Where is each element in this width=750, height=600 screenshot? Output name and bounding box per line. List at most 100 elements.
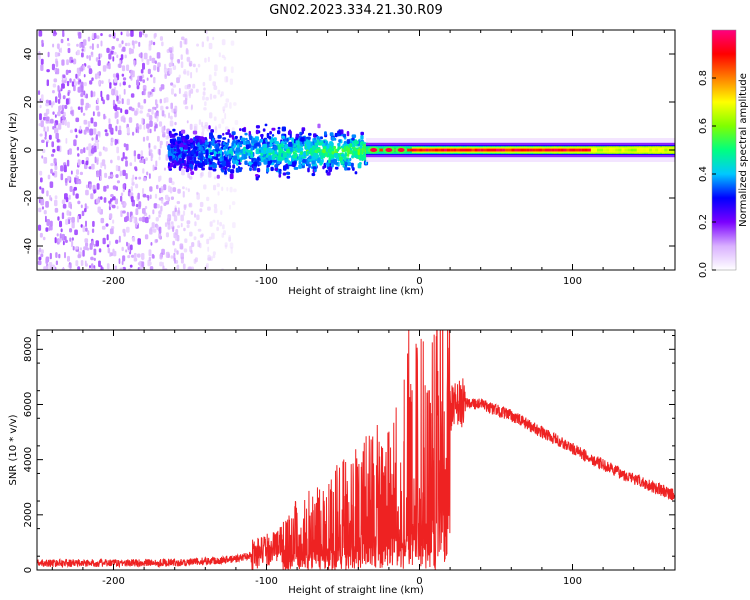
heatmap-cell [97,111,101,117]
heatmap-cell [45,116,50,122]
heatmap-cell [69,262,72,269]
heatmap-cell [50,153,55,157]
heatmap-cell [130,75,133,81]
heatmap-cell [344,140,347,144]
heatmap-cell [346,139,350,144]
heatmap-cell [356,154,359,159]
heatmap-cell [170,255,174,259]
heatmap-cell [308,151,312,155]
heatmap-cell [114,198,118,205]
heatmap-cell [185,167,189,173]
heatmap-cell [425,148,429,152]
heatmap-cell [286,148,291,154]
heatmap-cell [292,151,295,155]
heatmap-cell [45,257,49,264]
heatmap-cell [90,193,94,200]
heatmap-cell [284,144,289,149]
heatmap-cell [218,123,222,129]
heatmap-cell [79,125,82,131]
heatmap-cell [123,231,126,237]
heatmap-cell [114,104,118,112]
heatmap-cell [116,54,119,59]
heatmap-cell [223,66,226,73]
heatmap-cell [360,154,364,159]
heatmap-cell [216,183,220,188]
heatmap-cell [182,191,185,198]
heatmap-cell [56,68,60,75]
heatmap-cell [351,137,355,141]
heatmap-cell [216,139,221,143]
heatmap-cell [207,56,210,63]
heatmap-cell [278,148,283,154]
heatmap-cell [194,135,200,140]
colorbar: 0.0 0.2 0.4 0.6 0.8 Normalized spectral ampl… [698,29,749,278]
heatmap-cell [286,175,291,179]
heatmap-cell [287,160,291,165]
heatmap-cell [167,145,171,151]
heatmap-cell [233,155,238,161]
heatmap-cell [80,148,84,154]
heatmap-cell [172,240,175,246]
heatmap-cell [172,128,176,132]
heatmap-cell [188,156,193,161]
heatmap-cell [93,267,96,270]
heatmap-cell [121,260,124,265]
heatmap-cell [142,136,146,142]
heatmap-cell [148,214,151,220]
heatmap-cell [202,91,206,96]
heatmap-cell [108,78,111,84]
heatmap-cell [277,155,282,161]
heatmap-cell [76,146,80,151]
heatmap-cell [151,88,155,93]
heatmap-cell [69,185,73,192]
heatmap-cell [85,93,88,99]
heatmap-cell [98,248,102,253]
heatmap-cell [222,106,226,112]
heatmap-cell [105,132,109,137]
heatmap-cell [125,160,128,167]
heatmap-cell [343,156,347,162]
heatmap-cell [143,158,146,165]
heatmap-cell [260,153,264,157]
heatmap-cell [450,148,454,152]
heatmap-cell [115,239,119,244]
heatmap-cell [49,181,54,188]
heatmap-cell [71,240,74,248]
heatmap-cell [96,43,99,49]
heatmap-cell [258,149,262,153]
heatmap-cell [221,268,224,270]
heatmap-cell [329,132,334,137]
heatmap-cell [185,187,188,191]
heatmap-cell [74,128,78,133]
heatmap-cell [223,66,227,72]
heatmap-cell [337,142,341,148]
heatmap-cell [205,265,208,270]
heatmap-cell [223,230,226,235]
heatmap-cell [197,240,201,248]
heatmap-cell [499,148,503,152]
heatmap-cell [122,46,126,52]
heatmap-cell [158,232,162,239]
heatmap-cell [222,141,226,146]
heatmap-cell [152,209,155,215]
heatmap-cell [90,148,95,154]
heatmap-cell [57,85,60,92]
heatmap-cell [357,156,361,160]
heatmap-cell [176,144,180,149]
heatmap-cell [186,70,190,76]
heatmap-cell [121,65,126,72]
heatmap-cell [39,170,43,176]
heatmap-cell [210,158,214,162]
heatmap-cell [196,43,199,47]
heatmap-cell [652,148,656,152]
heatmap-cell [158,226,162,234]
heatmap-cell [168,155,173,160]
heatmap-cell [306,142,311,147]
heatmap-cell [603,148,607,152]
heatmap-cell [597,148,601,152]
heatmap-cell [59,105,62,111]
heatmap-cell [68,194,71,200]
heatmap-cell [299,141,303,145]
heatmap-cell [104,147,108,152]
y-tick-label: 0 [23,567,34,573]
